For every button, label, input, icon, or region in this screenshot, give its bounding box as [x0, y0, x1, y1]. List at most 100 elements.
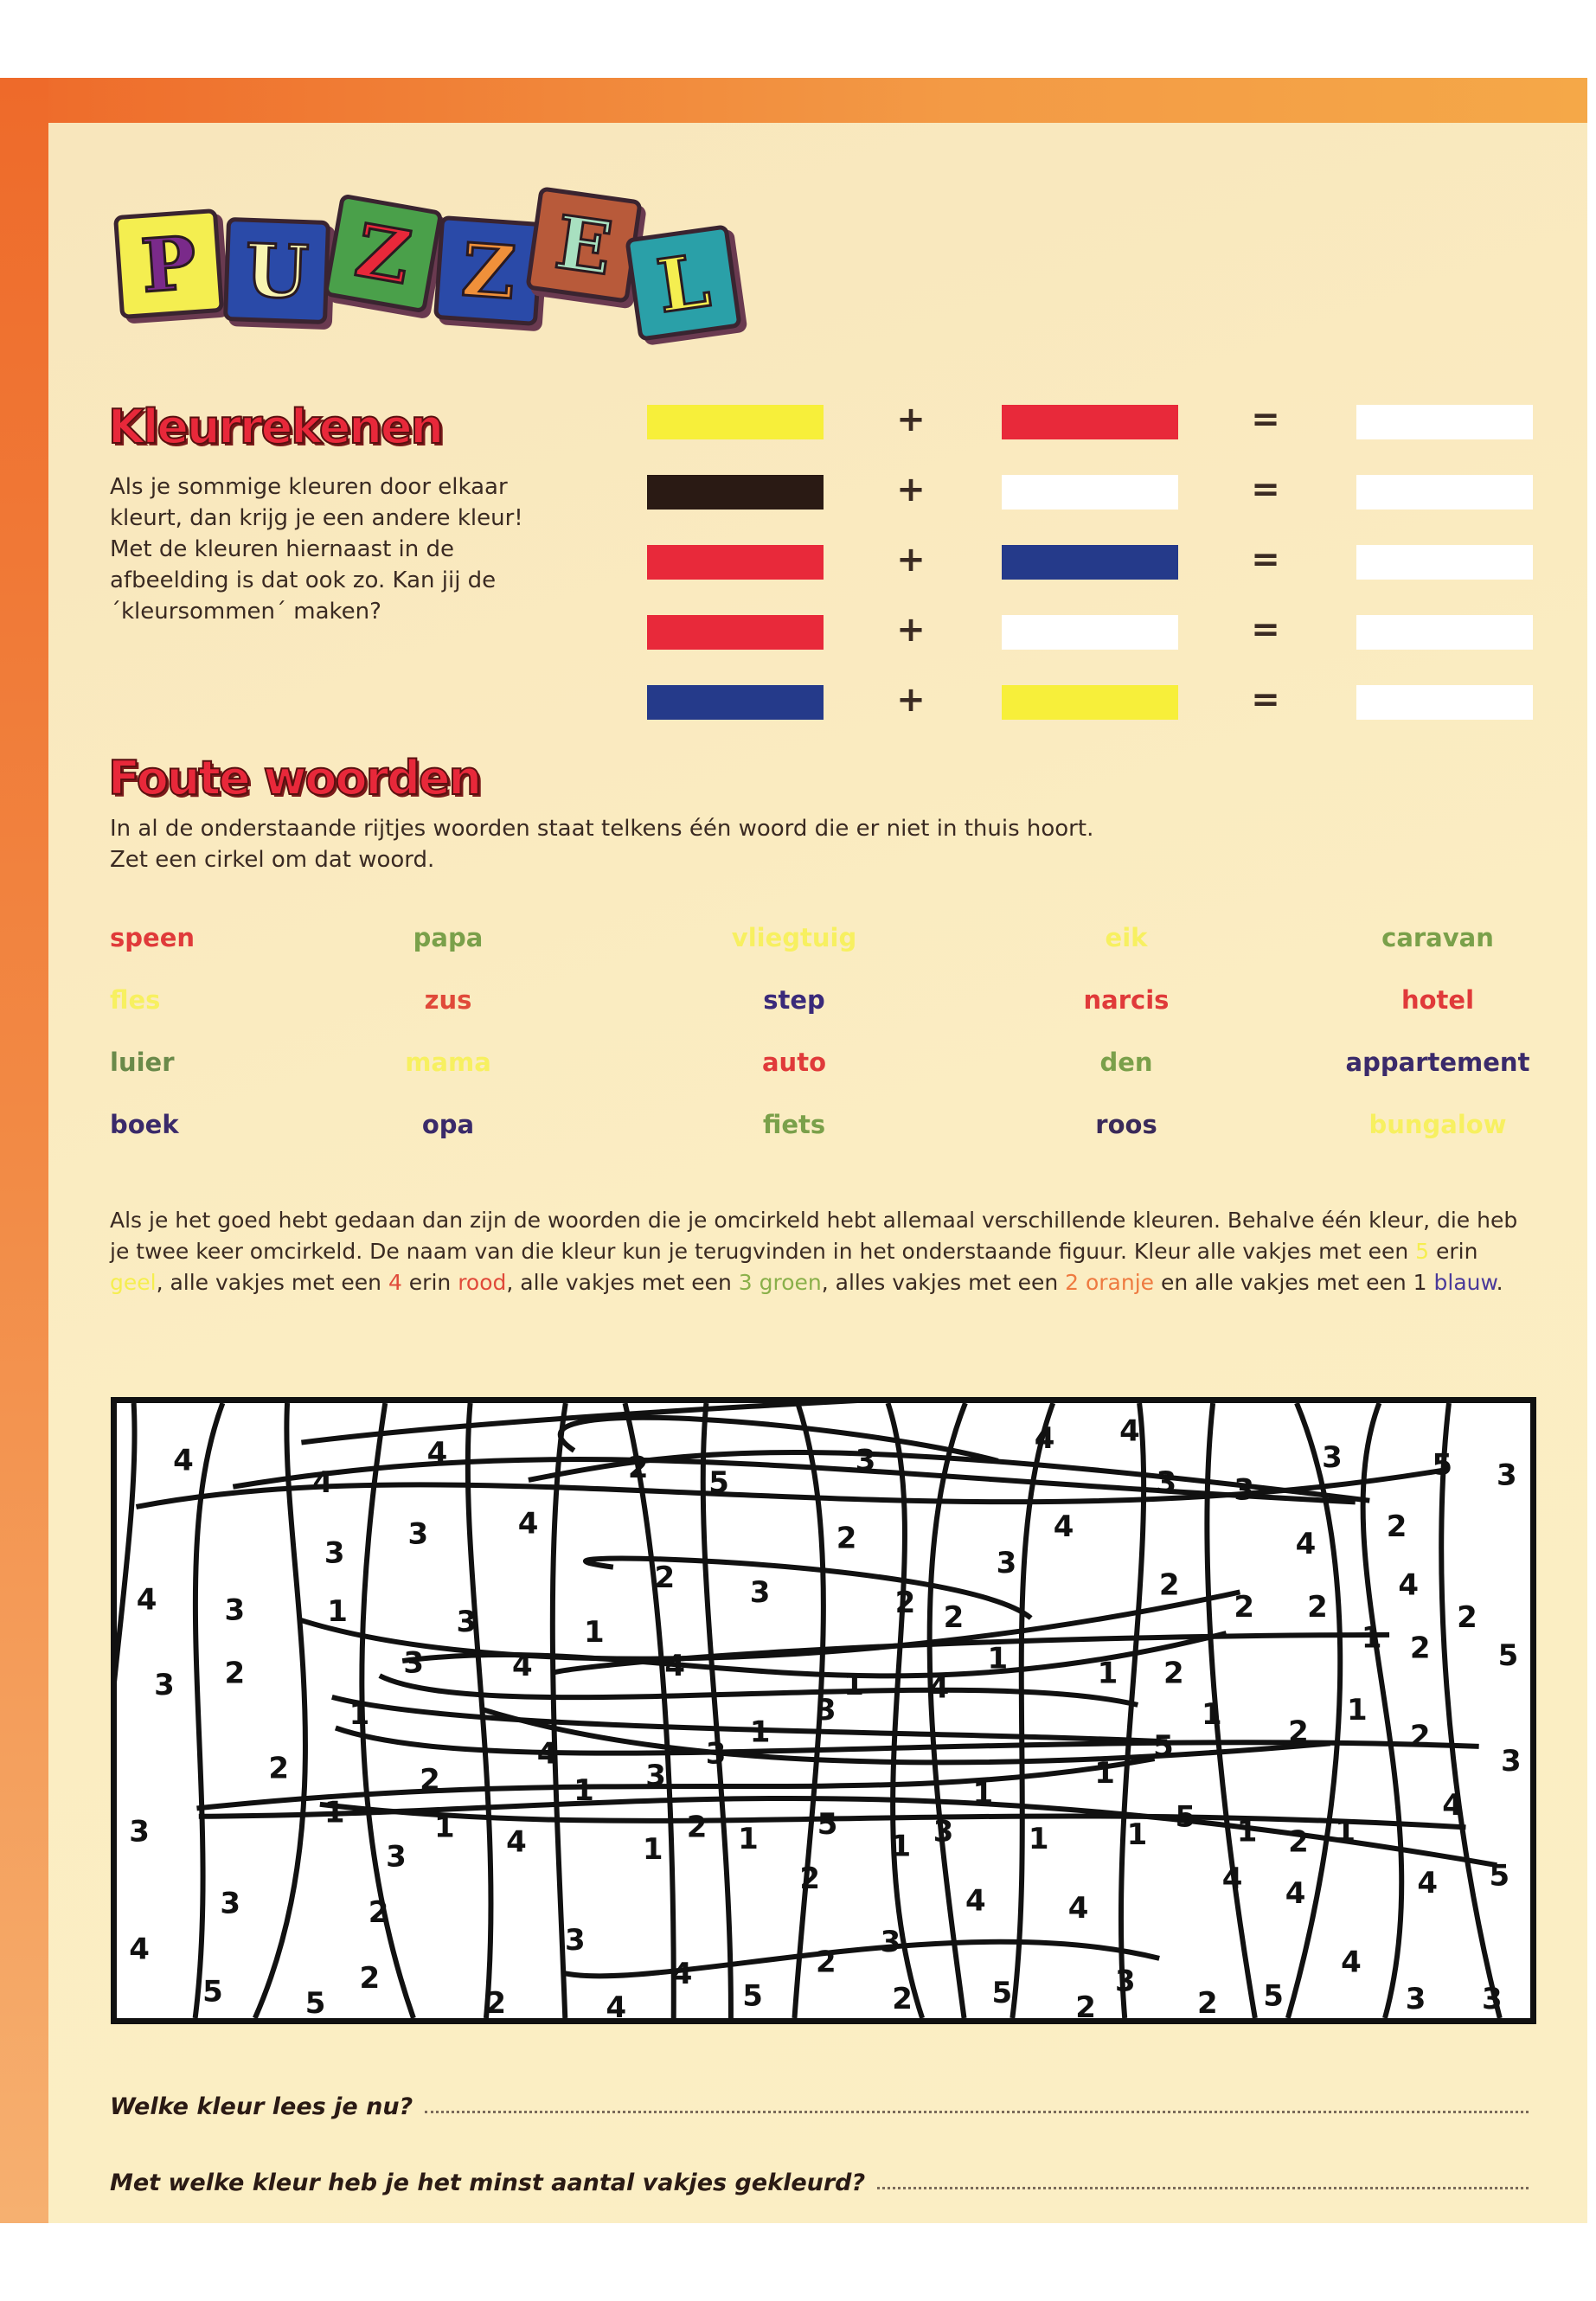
- word-item[interactable]: luier: [110, 1048, 175, 1077]
- equals-sign: =: [1251, 400, 1280, 439]
- region-outline: [582, 1555, 1033, 1620]
- region-number: 1: [972, 1777, 993, 1811]
- plus-sign: +: [896, 680, 926, 720]
- word-item[interactable]: opa: [421, 1110, 475, 1139]
- word-item[interactable]: mama: [405, 1048, 491, 1077]
- color-bar-b: [1002, 545, 1178, 580]
- text: erin: [401, 1270, 458, 1295]
- word-item[interactable]: boek: [110, 1110, 179, 1139]
- region-number: 4: [1417, 1866, 1438, 1900]
- color-word-green: groen: [759, 1270, 822, 1295]
- question-text: Met welke kleur heb je het minst aantal …: [110, 2170, 866, 2196]
- word-item[interactable]: caravan: [1381, 923, 1494, 952]
- region-number: 1: [1335, 1815, 1356, 1849]
- region-number: 1: [1347, 1693, 1368, 1727]
- word-item[interactable]: fiets: [762, 1110, 826, 1139]
- region-number: 2: [654, 1561, 675, 1595]
- plus-sign: +: [896, 610, 926, 650]
- color-bar-result[interactable]: [1356, 615, 1533, 650]
- region-number: 3: [1501, 1744, 1522, 1779]
- color-bar-result[interactable]: [1356, 475, 1533, 510]
- region-outline: [1360, 1403, 1405, 2018]
- word-item[interactable]: den: [1099, 1048, 1153, 1077]
- answer-line[interactable]: [877, 2170, 1529, 2189]
- color-bar-a: [647, 545, 824, 580]
- plus-sign: +: [896, 540, 926, 580]
- region-number: 1: [1127, 1817, 1148, 1852]
- region-number: 2: [1387, 1509, 1407, 1544]
- region-number: 3: [750, 1575, 771, 1610]
- color-bar-b: [1002, 475, 1178, 510]
- word-item[interactable]: speen: [110, 923, 195, 952]
- region-number: 3: [1482, 1982, 1503, 2016]
- left-orange-band: [0, 78, 48, 2223]
- word-item[interactable]: zus: [424, 985, 472, 1015]
- region-number: 4: [929, 1670, 950, 1705]
- word-item[interactable]: auto: [761, 1048, 827, 1077]
- region-number: 2: [485, 1986, 506, 2018]
- region-number: 1: [1029, 1822, 1049, 1856]
- color-bar-result[interactable]: [1356, 545, 1533, 580]
- region-number: 3: [408, 1516, 429, 1551]
- region-number: 2: [225, 1656, 246, 1690]
- region-number: 3: [386, 1839, 407, 1874]
- region-number: 2: [360, 1961, 381, 1996]
- puzzel-logo: P U Z Z E L: [112, 186, 748, 359]
- region-outline: [562, 1939, 1160, 1979]
- region-number: 4: [1035, 1421, 1055, 1456]
- region-outline: [549, 1403, 568, 2018]
- region-number: 4: [672, 1957, 693, 1991]
- region-number: 3: [1322, 1440, 1343, 1475]
- logo-block-p: P: [112, 208, 225, 320]
- region-outline: [301, 1403, 858, 1445]
- region-number: 2: [816, 1945, 836, 1980]
- color-bar-b: [1002, 615, 1178, 650]
- text: erin: [1429, 1239, 1478, 1264]
- region-number: 2: [1075, 1990, 1096, 2018]
- region-number: 5: [1498, 1638, 1519, 1673]
- color-bar-result[interactable]: [1356, 405, 1533, 439]
- region-outline: [551, 1631, 1390, 1676]
- word-item[interactable]: vliegtuig: [731, 923, 857, 952]
- word-item[interactable]: bungalow: [1368, 1110, 1507, 1139]
- question-1: Welke kleur lees je nu?: [110, 2093, 1529, 2120]
- region-outline: [135, 1467, 1445, 1509]
- word-item[interactable]: fles: [110, 985, 161, 1015]
- word-item[interactable]: hotel: [1401, 985, 1475, 1015]
- word-item[interactable]: appartement: [1345, 1048, 1530, 1077]
- region-number: 2: [1288, 1824, 1309, 1859]
- color-word-yellow: geel: [110, 1270, 157, 1295]
- word-item[interactable]: eik: [1105, 923, 1148, 952]
- region-number: 4: [312, 1465, 333, 1500]
- color-bar-result[interactable]: [1356, 685, 1533, 720]
- region-number: 1: [1098, 1656, 1118, 1690]
- region-outline: [253, 1403, 308, 2018]
- region-outline: [192, 1403, 226, 2018]
- region-number: 1: [327, 1594, 348, 1629]
- region-number: 4: [512, 1649, 533, 1683]
- equals-sign: =: [1251, 610, 1280, 650]
- region-outline: [926, 1403, 968, 2018]
- region-number: 1: [584, 1615, 605, 1650]
- region-number: 5: [708, 1465, 729, 1500]
- region-number: 3: [816, 1693, 836, 1727]
- region-number: 3: [856, 1444, 876, 1478]
- color-bar-a: [647, 615, 824, 650]
- region-number: 2: [892, 1982, 913, 2016]
- word-item[interactable]: papa: [413, 923, 484, 952]
- region-number: 3: [220, 1887, 240, 1921]
- word-item[interactable]: step: [763, 985, 825, 1015]
- region-number: 3: [456, 1605, 477, 1639]
- word-item[interactable]: roos: [1095, 1110, 1157, 1139]
- region-number: 4: [129, 1932, 150, 1966]
- answer-line[interactable]: [425, 2093, 1529, 2113]
- region-number: 5: [817, 1807, 838, 1842]
- region-number: 4: [664, 1649, 685, 1683]
- instructions-text: Als je het goed hebt gedaan dan zijn de …: [110, 1205, 1529, 1298]
- region-number: 4: [427, 1436, 448, 1471]
- foute-woorden-heading: Foute woorden: [107, 750, 483, 806]
- color-word-orange: oranje: [1085, 1270, 1155, 1295]
- word-item[interactable]: narcis: [1083, 985, 1170, 1015]
